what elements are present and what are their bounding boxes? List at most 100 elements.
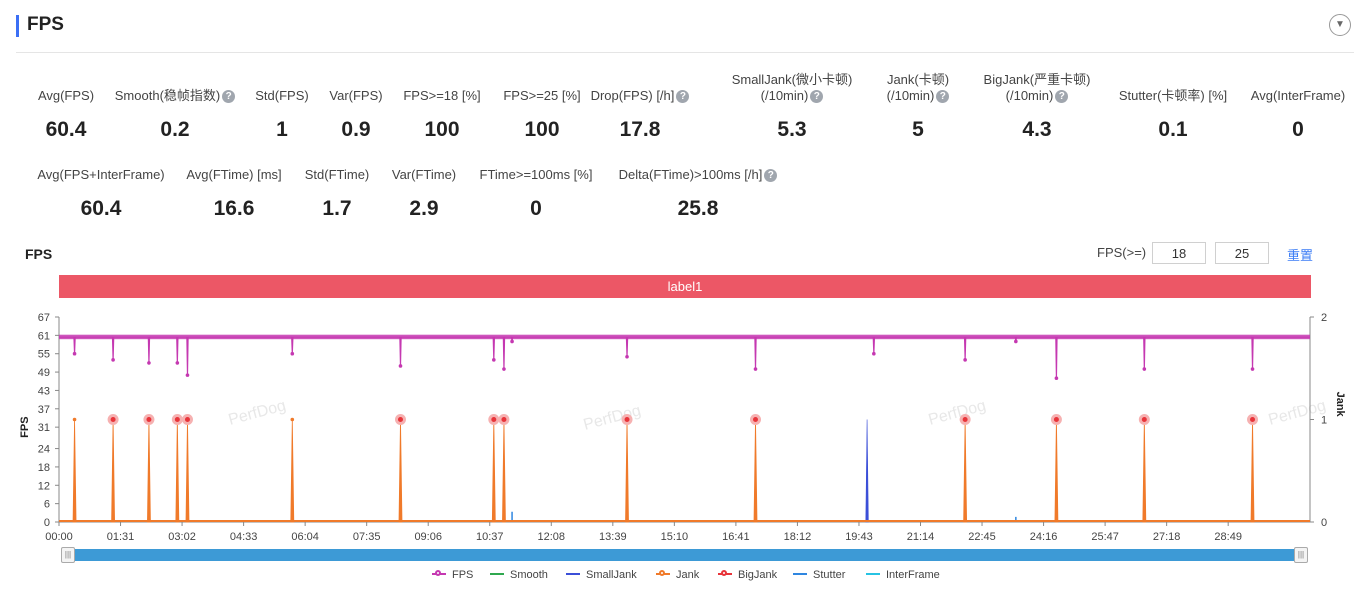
jank-spike	[398, 419, 403, 523]
stat-label-text: Delta(FTime)>100ms [/h]	[618, 167, 763, 182]
legend-item-bigjank[interactable]: BigJank	[718, 569, 777, 581]
time-range-slider[interactable]	[62, 549, 1300, 561]
watermark: PerfDog	[1267, 397, 1328, 429]
fps-dip-point	[1250, 367, 1255, 371]
x-tick-label: 12:08	[538, 531, 566, 542]
stat-value: 0.9	[341, 118, 371, 141]
row1-stat-9: BigJank(严重卡顿) (/10min)? 4.3	[937, 72, 1137, 142]
bigjank-point	[146, 417, 152, 422]
fps-dip-point	[510, 339, 514, 344]
help-icon[interactable]: ?	[810, 90, 824, 104]
legend-label: FPS	[452, 569, 474, 581]
stat-label-text: Avg(FTime) [ms]	[186, 167, 282, 182]
stat-value: 16.6	[213, 197, 255, 220]
stat-label: Delta(FTime)>100ms [/h]?	[598, 167, 798, 183]
jank-spike	[147, 419, 151, 523]
x-tick-label: 06:04	[291, 531, 319, 542]
stat-label-text: Std(FPS)	[255, 88, 309, 103]
stat-value: 4.3	[1022, 118, 1052, 141]
legend-swatch	[490, 573, 504, 576]
legend-item-smooth[interactable]: Smooth	[490, 569, 548, 581]
y2-tick-label: 1	[1321, 415, 1327, 427]
help-icon[interactable]: ?	[676, 90, 690, 104]
y2-tick-label: 0	[1321, 517, 1327, 529]
x-tick-label: 19:43	[845, 531, 873, 542]
stat-label: Std(FTime)	[237, 167, 437, 183]
fps-dip-point	[1014, 339, 1018, 344]
x-tick-label: 18:12	[784, 531, 812, 542]
jank-spike	[1054, 419, 1059, 523]
stat-value: 5	[912, 118, 924, 141]
row1-stat-8: Jank(卡顿) (/10min)? 5	[818, 72, 1018, 142]
jank-point	[72, 417, 77, 422]
row2-stat-2: Std(FTime) 1.7	[237, 151, 437, 221]
bigjank-point	[501, 417, 507, 422]
x-tick-label: 09:06	[414, 531, 442, 542]
stat-label-unit: (/10min)?	[818, 88, 1018, 104]
bigjank-point	[1053, 417, 1059, 422]
smalljank-spike	[865, 419, 869, 523]
chevron-down-icon[interactable]: ▼	[1329, 14, 1351, 36]
stat-value: 60.4	[80, 197, 122, 220]
row1-stat-10: Stutter(卡顿率) [%] 0.1	[1073, 72, 1273, 142]
stat-label-unit: (/10min)?	[937, 88, 1137, 104]
legend-item-stutter[interactable]: Stutter	[793, 569, 845, 581]
slider-handle-left[interactable]: |||	[61, 547, 75, 563]
legend-label: Stutter	[813, 569, 846, 581]
fps-dip-point	[502, 367, 506, 371]
legend-swatch	[793, 573, 807, 576]
stat-label: Stutter(卡顿率) [%]	[1073, 88, 1273, 104]
stat-label: Avg(InterFrame)	[1198, 88, 1370, 104]
fps-dip-point	[111, 358, 115, 362]
slider-handle-right[interactable]: |||	[1294, 547, 1308, 563]
stat-label-text: FTime>=100ms [%]	[479, 167, 593, 182]
jank-point	[290, 417, 295, 422]
x-tick-label: 03:02	[168, 531, 196, 542]
y-tick-label: 12	[38, 480, 50, 492]
x-tick-label: 21:14	[907, 531, 935, 542]
label-bar[interactable]: label1	[59, 275, 1311, 298]
stat-label: Drop(FPS) [/h]?	[540, 88, 740, 104]
fps-dip-point	[1142, 367, 1147, 371]
legend-item-smalljank[interactable]: SmallJank	[566, 569, 637, 581]
jank-spike	[72, 419, 77, 523]
y-tick-label: 0	[44, 517, 50, 529]
y2-axis-label: Jank	[1334, 392, 1346, 418]
y-tick-label: 37	[38, 404, 50, 416]
bigjank-point	[1141, 417, 1147, 422]
jank-spike	[625, 419, 629, 523]
bigjank-point	[1250, 417, 1256, 422]
x-tick-label: 27:18	[1153, 531, 1181, 542]
fps-threshold-low-input[interactable]	[1152, 242, 1206, 264]
stat-label: Avg(FTime) [ms]	[134, 167, 334, 183]
row1-stat-3: Var(FPS) 0.9	[256, 72, 456, 142]
fps-filter-label: FPS(>=)	[1097, 245, 1147, 260]
reset-button[interactable]: 重置	[1287, 248, 1314, 263]
legend-label: SmallJank	[586, 569, 637, 581]
row1-stat-1: Smooth(稳帧指数)? 0.2	[75, 72, 275, 142]
legend-swatch	[566, 573, 580, 576]
x-tick-label: 24:16	[1030, 531, 1058, 542]
stat-label-text: Var(FTime)	[391, 167, 457, 182]
x-tick-label: 01:31	[107, 531, 135, 542]
help-icon[interactable]: ?	[1055, 90, 1069, 104]
stat-label-text: Var(FPS)	[329, 88, 383, 103]
help-icon[interactable]: ?	[764, 169, 778, 183]
row1-stat-5: FPS>=25 [%] 100	[442, 72, 642, 142]
chart-legend: FPS Smooth SmallJank Jank BigJank Stutter Inte…	[0, 569, 1370, 585]
stat-value: 100	[524, 118, 560, 141]
legend-swatch	[432, 570, 446, 577]
stat-value: 0	[1292, 118, 1304, 141]
stat-value: 2.9	[409, 197, 439, 220]
fps-threshold-high-input[interactable]	[1215, 242, 1269, 264]
help-icon[interactable]: ?	[936, 90, 950, 104]
legend-item-fps[interactable]: FPS	[432, 569, 473, 581]
section-title: FPS	[27, 14, 64, 35]
legend-item-interframe[interactable]: InterFrame	[866, 569, 940, 581]
stat-label-text: FPS>=18 [%]	[403, 88, 481, 103]
fps-dip-point	[398, 364, 403, 368]
legend-item-jank[interactable]: Jank	[656, 569, 699, 581]
x-tick-label: 22:45	[968, 531, 996, 542]
help-icon[interactable]: ?	[222, 90, 236, 104]
section-divider	[16, 52, 1354, 53]
